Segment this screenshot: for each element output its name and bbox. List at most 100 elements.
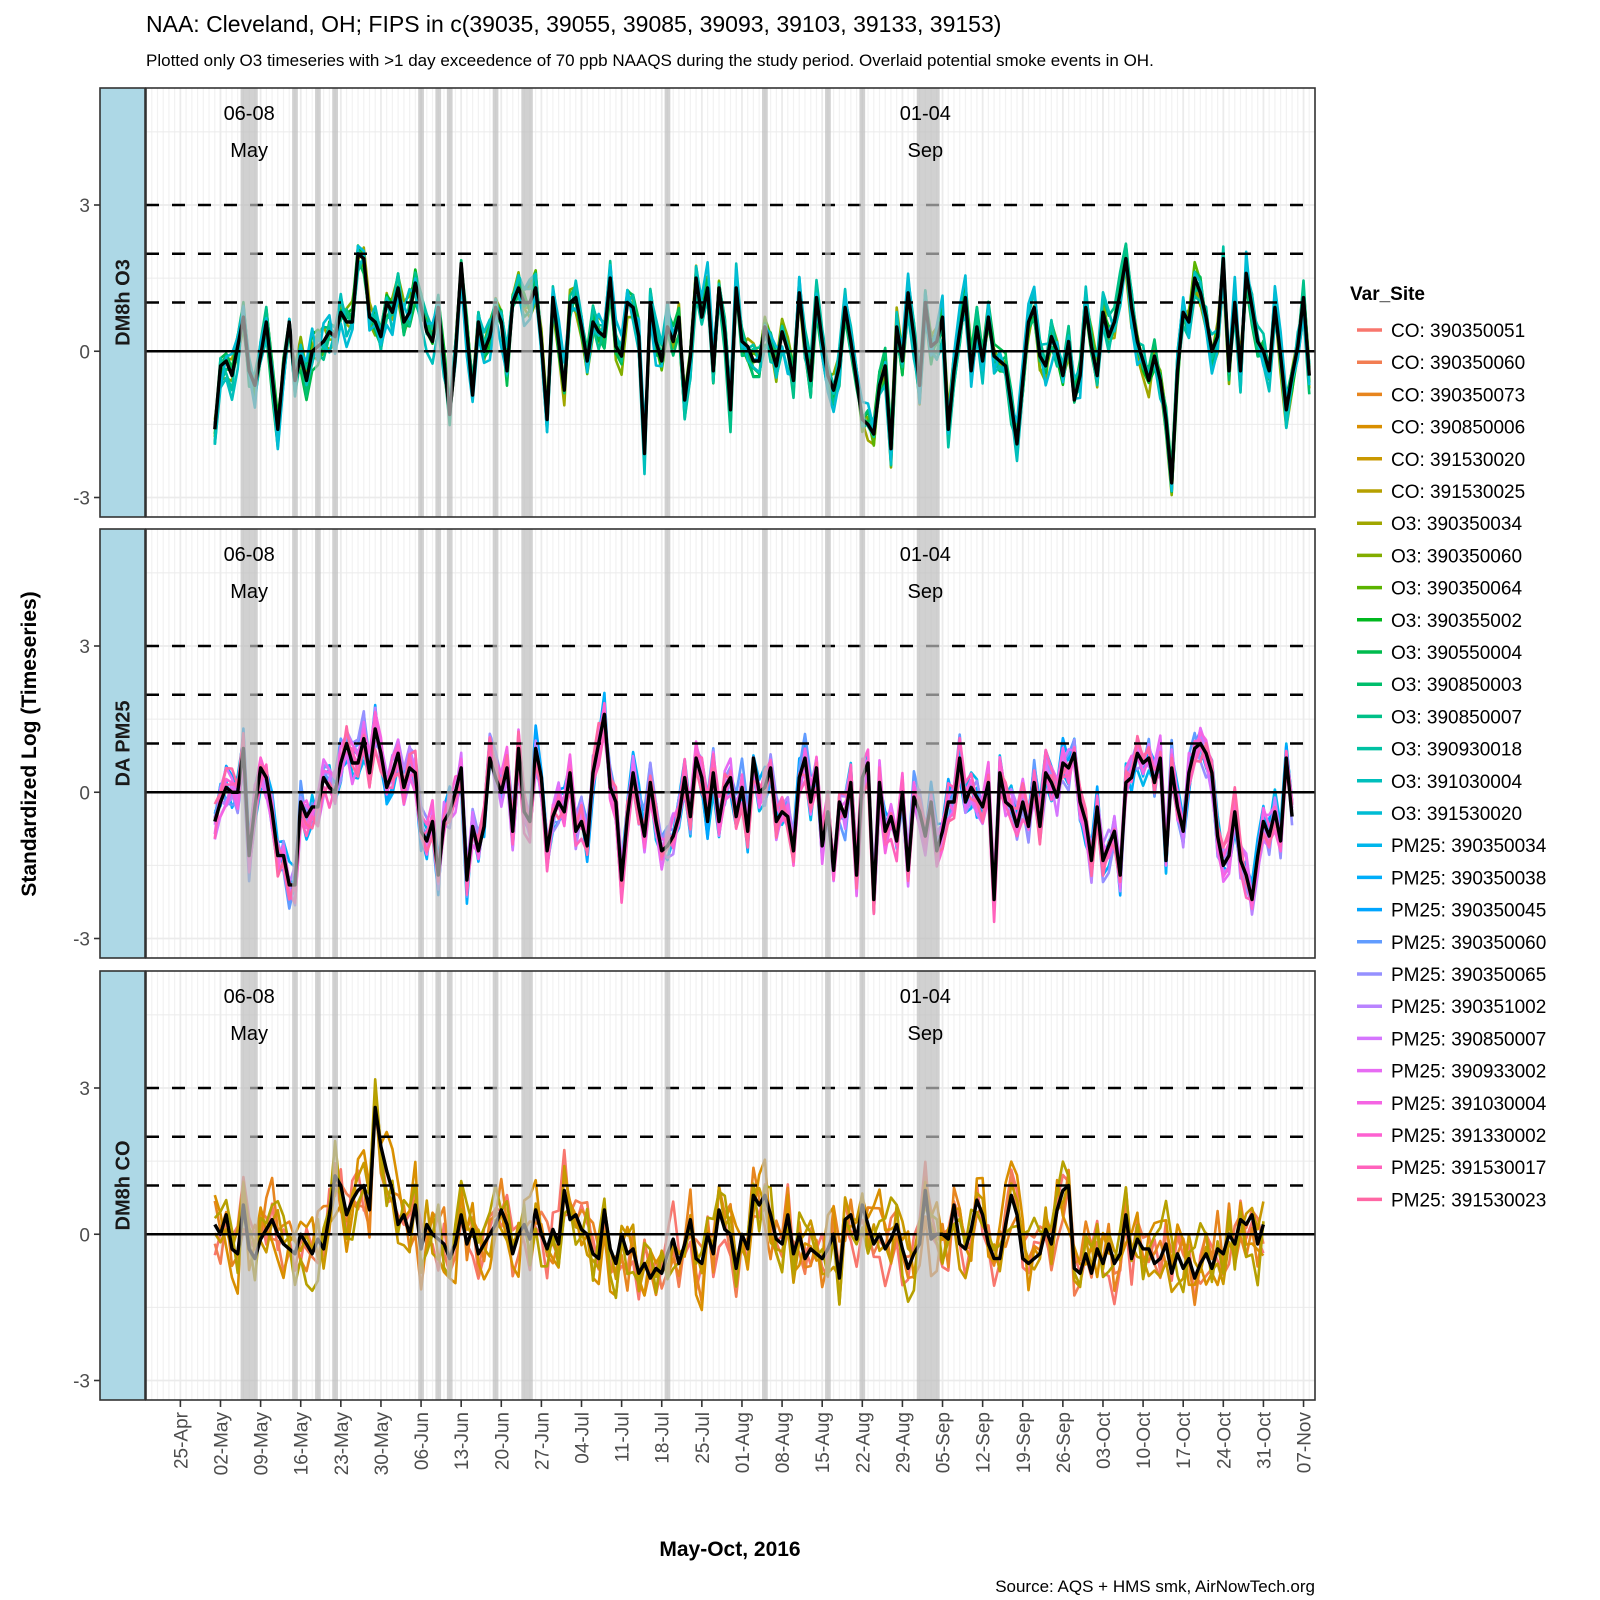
- legend-item-label: O3: 390850003: [1391, 675, 1522, 696]
- facet-strip: [99, 970, 146, 1401]
- x-tick-label: 25-Apr: [171, 1411, 192, 1469]
- x-tick-label: 12-Sep: [974, 1412, 995, 1473]
- y-tick-label: 3: [79, 637, 90, 658]
- legend-item-label: PM25: 390350038: [1391, 868, 1546, 889]
- smoke-annotation-dates: 06-08: [224, 103, 275, 125]
- smoke-event-band: [859, 971, 866, 1400]
- smoke-event-band: [664, 88, 671, 517]
- panel-border: [145, 970, 1316, 1401]
- facet-strip-label: DA PM25: [113, 701, 135, 787]
- legend-item-label: PM25: 391030004: [1391, 1094, 1547, 1115]
- smoke-event-band: [332, 88, 338, 517]
- legend-item-label: PM25: 390350060: [1391, 933, 1546, 954]
- x-tick-label: 26-Sep: [1054, 1412, 1075, 1473]
- smoke-event-band: [315, 971, 321, 1400]
- smoke-annotation-dates: 01-04: [900, 103, 951, 125]
- y-tick-label: 3: [79, 196, 90, 217]
- smoke-event-band: [762, 529, 768, 958]
- series-line-pm25-391530023: [213, 721, 1294, 915]
- legend-item-label: CO: 391530020: [1391, 450, 1525, 471]
- smoke-annotation-month: Sep: [908, 140, 944, 162]
- smoke-event-band: [332, 529, 338, 958]
- smoke-event-band: [446, 971, 453, 1400]
- legend-item-label: CO: 390850006: [1391, 418, 1525, 439]
- x-tick-label: 11-Jul: [613, 1412, 634, 1462]
- x-tick-label: 23-May: [332, 1412, 353, 1476]
- smoke-event-band: [418, 529, 424, 958]
- smoke-event-band: [435, 88, 442, 517]
- smoke-event-band: [825, 971, 831, 1400]
- x-tick-label: 30-May: [372, 1412, 393, 1476]
- smoke-event-band: [492, 971, 499, 1400]
- facet-panels: 06-08 May 01-04 Sep DM8h O3 -3 0 3 06-08 May 01-04…: [73, 87, 1316, 1401]
- x-tick-label: 24-Oct: [1214, 1411, 1235, 1469]
- x-tick-label: 03-Oct: [1094, 1411, 1115, 1469]
- smoke-event-band: [492, 88, 499, 517]
- x-tick-label: 25-Jul: [693, 1412, 714, 1464]
- facet-strip: [99, 528, 146, 959]
- x-tick-label: 10-Oct: [1134, 1411, 1155, 1469]
- legend-item-label: PM25: 390850007: [1391, 1029, 1546, 1050]
- legend-title: Var_Site: [1350, 284, 1425, 305]
- smoke-event-band: [521, 971, 533, 1400]
- smoke-event-band: [418, 88, 424, 517]
- smoke-event-band: [521, 529, 533, 958]
- smoke-event-band: [240, 971, 258, 1400]
- smoke-event-band: [664, 971, 671, 1400]
- x-tick-label: 01-Aug: [733, 1412, 754, 1473]
- smoke-annotation-month: Sep: [908, 1023, 944, 1045]
- mean-series-line: [213, 1105, 1266, 1280]
- smoke-event-band: [418, 971, 424, 1400]
- smoke-annotation-dates: 06-08: [224, 544, 275, 566]
- legend-item-label: O3: 390350060: [1391, 546, 1522, 567]
- smoke-event-band: [762, 971, 768, 1400]
- x-tick-label: 31-Oct: [1254, 1411, 1275, 1469]
- x-tick-label: 06-Jun: [412, 1412, 433, 1470]
- x-tick-label: 04-Jul: [573, 1412, 594, 1464]
- smoke-event-band: [446, 88, 453, 517]
- legend-item-label: PM25: 390351002: [1391, 997, 1546, 1018]
- y-tick-label: -3: [73, 1372, 90, 1393]
- smoke-event-band: [435, 529, 442, 958]
- y-tick-label: -3: [73, 930, 90, 951]
- y-axis-title: Standardized Log (Timeseries): [18, 591, 41, 896]
- legend-item-label: O3: 391530020: [1391, 804, 1522, 825]
- smoke-annotation-dates: 01-04: [900, 986, 951, 1008]
- x-tick-label: 08-Aug: [773, 1412, 794, 1473]
- legend-item-label: O3: 390350034: [1391, 514, 1522, 535]
- y-tick-label: 0: [79, 1225, 90, 1246]
- smoke-event-band: [315, 529, 321, 958]
- x-axis-title: May-Oct, 2016: [659, 1538, 800, 1561]
- x-tick-label: 07-Nov: [1295, 1412, 1316, 1474]
- x-tick-label: 22-Aug: [853, 1412, 874, 1473]
- smoke-event-band: [762, 88, 768, 517]
- legend-item-label: PM25: 391330002: [1391, 1126, 1546, 1147]
- y-tick-label: 0: [79, 783, 90, 804]
- smoke-event-band: [664, 529, 671, 958]
- smoke-annotation-month: Sep: [908, 581, 944, 603]
- y-tick-label: 0: [79, 342, 90, 363]
- smoke-event-band: [825, 88, 831, 517]
- chart-title: NAA: Cleveland, OH; FIPS in c(39035, 390…: [146, 11, 1001, 37]
- legend-item-label: PM25: 390350045: [1391, 901, 1546, 922]
- panel-border: [145, 528, 1316, 959]
- panel-pm25: 06-08 May 01-04 Sep DA PM25 -3 0 3: [73, 528, 1316, 959]
- smoke-event-band: [492, 529, 499, 958]
- smoke-event-band: [292, 529, 298, 958]
- x-tick-label: 02-May: [211, 1412, 232, 1476]
- smoke-annotation-dates: 06-08: [224, 986, 275, 1008]
- legend-item-label: PM25: 390933002: [1391, 1062, 1546, 1083]
- smoke-event-band: [916, 971, 940, 1400]
- smoke-event-band: [332, 971, 338, 1400]
- smoke-event-band: [825, 529, 831, 958]
- legend-item-label: PM25: 390350034: [1391, 836, 1547, 857]
- legend-item-label: CO: 390350073: [1391, 385, 1525, 406]
- x-tick-label: 29-Aug: [893, 1412, 914, 1473]
- x-tick-label: 15-Aug: [813, 1412, 834, 1473]
- smoke-annotation-month: May: [230, 1023, 268, 1045]
- legend-item-label: O3: 390930018: [1391, 740, 1522, 761]
- x-tick-label: 16-May: [292, 1412, 313, 1476]
- x-tick-label: 05-Sep: [934, 1412, 955, 1473]
- x-axis: 25-Apr 02-May 09-May 16-May 23-May 30-May 06-J…: [171, 1400, 1316, 1476]
- smoke-annotation-month: May: [230, 140, 268, 162]
